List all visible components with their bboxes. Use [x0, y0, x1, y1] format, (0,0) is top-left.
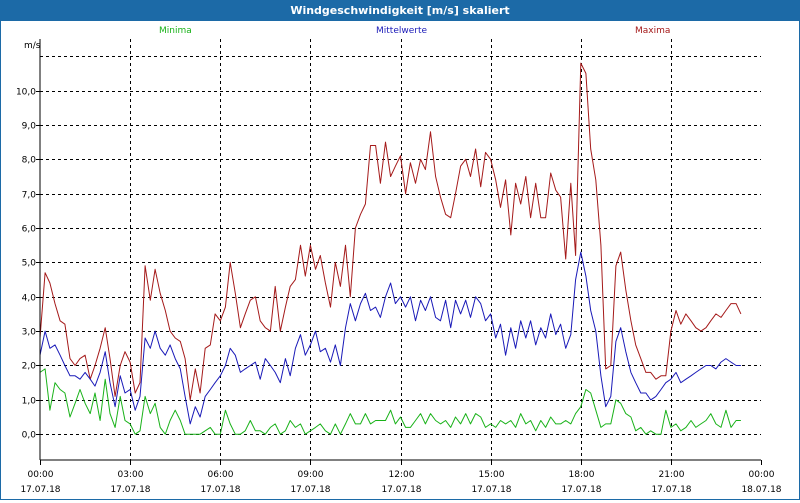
- x-tick-date-label: 17.07.18: [290, 485, 330, 495]
- y-tick-label: 7,0: [22, 191, 37, 201]
- legend-mittelwerte: Mittelwerte: [376, 26, 427, 36]
- y-axis-ticks: 0,0 1,0 2,0 3,0 4,0 5,0 6,0 7,0 8,0 9,0 10,0: [16, 88, 40, 441]
- series-line-minima: [39, 368, 741, 435]
- y-tick-label: 9,0: [22, 122, 37, 132]
- y-tick-label: 5,0: [22, 259, 37, 269]
- wind-speed-chart: 0,0 1,0 2,0 3,0 4,0 5,0 6,0 7,0 8,0 9,0 10,0 00:00…: [16, 26, 782, 495]
- x-axis-ticks: 00:00 17.07.18 03:00 17.07.18 06:00 17.07.18 0…: [20, 460, 782, 495]
- series-lines: [39, 62, 742, 435]
- y-axis-unit: m/s: [24, 41, 41, 51]
- y-tick-label: 4,0: [22, 294, 37, 304]
- x-tick-time-label: 06:00: [208, 470, 234, 480]
- y-tick-label: 8,0: [22, 156, 37, 166]
- window-title: Windgeschwindigkeit [m/s] skaliert: [0, 0, 800, 21]
- x-tick-date-label: 17.07.18: [471, 485, 511, 495]
- x-tick-date-label: 17.07.18: [561, 485, 601, 495]
- y-tick-label: 6,0: [22, 225, 37, 235]
- x-tick-date-label: 17.07.18: [20, 485, 60, 495]
- x-tick-date-label: 17.07.18: [651, 485, 691, 495]
- y-tick-label: 10,0: [16, 88, 36, 98]
- x-tick-time-label: 15:00: [479, 470, 505, 480]
- plot-area: 0,0 1,0 2,0 3,0 4,0 5,0 6,0 7,0 8,0 9,0 10,0 00:00…: [0, 21, 800, 500]
- series-line-mittelwerte: [39, 251, 741, 425]
- y-tick-label: 0,0: [22, 431, 37, 441]
- x-tick-time-label: 00:00: [749, 470, 775, 480]
- x-tick-date-label: 17.07.18: [200, 485, 240, 495]
- legend-maxima: Maxima: [635, 26, 670, 36]
- grid-lines: [40, 39, 761, 460]
- x-tick-date-label: 18.07.18: [741, 485, 781, 495]
- x-tick-time-label: 09:00: [298, 470, 324, 480]
- y-tick-label: 3,0: [22, 328, 37, 338]
- x-tick-time-label: 03:00: [118, 470, 144, 480]
- x-tick-time-label: 12:00: [389, 470, 415, 480]
- x-tick-date-label: 17.07.18: [110, 485, 150, 495]
- y-tick-label: 2,0: [22, 362, 37, 372]
- x-tick-date-label: 17.07.18: [381, 485, 421, 495]
- series-line-maxima: [39, 62, 742, 401]
- x-tick-time-label: 00:00: [28, 470, 54, 480]
- y-tick-label: 1,0: [22, 397, 37, 407]
- legend-minima: Minima: [159, 26, 192, 36]
- x-tick-time-label: 21:00: [659, 470, 685, 480]
- x-tick-time-label: 18:00: [569, 470, 595, 480]
